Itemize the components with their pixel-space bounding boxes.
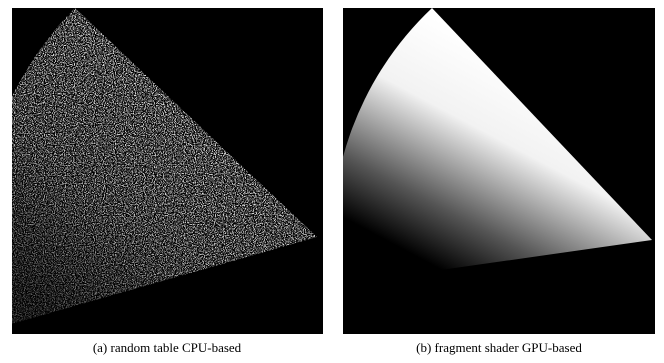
figure: (a) random table CPU-based (b) fragment … xyxy=(0,0,664,363)
caption: (b) fragment shader GPU-based xyxy=(416,340,582,355)
panel-a: (a) random table CPU-based xyxy=(12,8,323,355)
panel-b: (b) fragment shader GPU-based xyxy=(332,8,655,355)
caption: (a) random table CPU-based xyxy=(93,340,242,355)
